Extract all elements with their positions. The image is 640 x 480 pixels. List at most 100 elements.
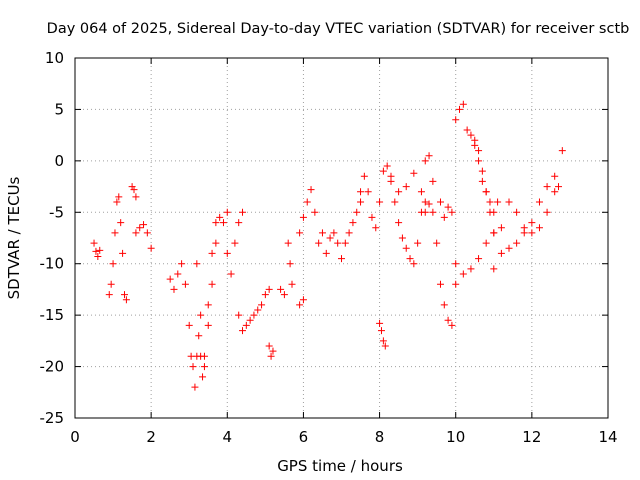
data-point bbox=[379, 337, 387, 345]
data-point bbox=[195, 332, 203, 340]
data-point bbox=[322, 249, 330, 257]
data-point bbox=[387, 172, 395, 180]
data-point bbox=[269, 347, 277, 355]
plot-frame bbox=[74, 57, 609, 419]
data-point bbox=[448, 208, 456, 216]
data-points bbox=[90, 100, 566, 391]
data-point bbox=[170, 285, 178, 293]
data-point bbox=[471, 136, 479, 144]
data-point bbox=[235, 311, 243, 319]
y-tick-label: 5 bbox=[54, 100, 64, 118]
data-point bbox=[402, 244, 410, 252]
data-point bbox=[178, 260, 186, 268]
data-point bbox=[421, 157, 429, 165]
data-point bbox=[111, 229, 119, 237]
data-point bbox=[223, 208, 231, 216]
data-point bbox=[376, 198, 384, 206]
data-point bbox=[212, 219, 220, 227]
data-point bbox=[433, 239, 441, 247]
data-point bbox=[140, 221, 148, 229]
data-point bbox=[429, 208, 437, 216]
data-point bbox=[478, 177, 486, 185]
data-point bbox=[478, 167, 486, 175]
y-tick-label: -10 bbox=[40, 255, 65, 273]
data-point bbox=[147, 244, 155, 252]
data-point bbox=[92, 247, 100, 255]
data-point bbox=[463, 126, 471, 134]
data-point bbox=[364, 188, 372, 196]
data-point bbox=[181, 280, 189, 288]
data-point bbox=[136, 224, 144, 232]
data-point bbox=[286, 260, 294, 268]
data-point bbox=[223, 249, 231, 257]
data-point bbox=[558, 147, 566, 155]
data-point bbox=[267, 352, 275, 360]
data-point bbox=[395, 188, 403, 196]
data-point bbox=[357, 198, 365, 206]
data-point bbox=[475, 157, 483, 165]
data-point bbox=[284, 239, 292, 247]
data-point bbox=[494, 198, 502, 206]
y-axis-label: SDTVAR / TECUs bbox=[5, 176, 23, 299]
data-point bbox=[497, 249, 505, 257]
data-point bbox=[307, 186, 315, 194]
x-tick-label: 4 bbox=[223, 428, 233, 446]
data-point bbox=[482, 239, 490, 247]
data-point bbox=[379, 167, 387, 175]
data-point bbox=[459, 270, 467, 278]
data-point bbox=[122, 296, 130, 304]
data-point bbox=[334, 239, 342, 247]
data-point bbox=[410, 260, 418, 268]
data-point bbox=[227, 270, 235, 278]
data-point bbox=[130, 186, 138, 194]
data-point bbox=[436, 280, 444, 288]
x-tick-label: 2 bbox=[146, 428, 156, 446]
data-point bbox=[452, 260, 460, 268]
data-point bbox=[482, 188, 490, 196]
data-point bbox=[551, 188, 559, 196]
data-point bbox=[113, 198, 121, 206]
data-point bbox=[109, 260, 117, 268]
data-point bbox=[398, 234, 406, 242]
axis-ticks bbox=[74, 57, 609, 419]
data-point bbox=[372, 224, 380, 232]
data-point bbox=[143, 229, 151, 237]
data-point bbox=[265, 342, 273, 350]
data-point bbox=[299, 296, 307, 304]
data-point bbox=[219, 219, 227, 227]
data-point bbox=[303, 198, 311, 206]
data-point bbox=[513, 239, 521, 247]
data-point bbox=[368, 213, 376, 221]
data-point bbox=[520, 224, 528, 232]
data-point bbox=[505, 198, 513, 206]
data-point bbox=[200, 363, 208, 371]
data-point bbox=[486, 198, 494, 206]
y-tick-label: -15 bbox=[40, 306, 65, 324]
data-point bbox=[417, 188, 425, 196]
data-point bbox=[185, 321, 193, 329]
data-point bbox=[406, 255, 414, 263]
data-point bbox=[318, 229, 326, 237]
data-point bbox=[296, 229, 304, 237]
data-point bbox=[421, 198, 429, 206]
data-point bbox=[265, 285, 273, 293]
data-point bbox=[216, 213, 224, 221]
data-point bbox=[296, 301, 304, 309]
data-point bbox=[96, 246, 104, 254]
data-point bbox=[467, 265, 475, 273]
data-point bbox=[246, 316, 254, 324]
data-point bbox=[254, 306, 262, 314]
y-tick-label: -25 bbox=[40, 409, 65, 427]
x-tick-label: 10 bbox=[446, 428, 465, 446]
data-point bbox=[242, 321, 250, 329]
x-tick-label: 0 bbox=[70, 428, 80, 446]
data-point bbox=[120, 291, 128, 299]
data-point bbox=[448, 321, 456, 329]
data-point bbox=[444, 316, 452, 324]
data-point bbox=[191, 383, 199, 391]
data-point bbox=[459, 100, 467, 108]
data-point bbox=[105, 291, 113, 299]
data-point bbox=[200, 352, 208, 360]
data-point bbox=[555, 183, 563, 191]
